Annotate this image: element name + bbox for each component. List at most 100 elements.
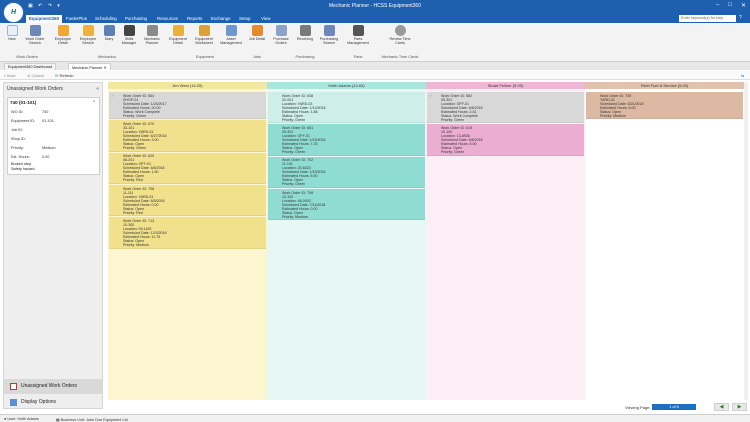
receiving-button[interactable]: Receiving <box>294 25 316 41</box>
help-icon[interactable]: ? <box>739 15 742 21</box>
close-icon[interactable]: ✕ <box>740 3 746 9</box>
unassigned-work-order-card[interactable]: 740 (01-101) ⌃ WO ID: 740 Equipment ID: … <box>7 97 100 175</box>
work-order-card[interactable]: Work Order ID: 651 09-301 Location: OFF-01… <box>268 124 425 156</box>
tab-reports[interactable]: Reports <box>187 16 203 21</box>
building-icon: ▦ <box>56 418 60 422</box>
maximize-icon[interactable]: □ <box>728 2 732 8</box>
business-unit: ▦ Business Unit: John Doe Equipment Ltd <box>56 418 128 422</box>
vertical-scrollbar[interactable] <box>744 82 748 400</box>
work-order-line: Estimated Hours: 0.00 <box>282 206 318 211</box>
work-order-line: Status: Open <box>123 174 144 179</box>
equipment-worksheet-button[interactable]: Equipment Worksheet <box>191 25 217 45</box>
work-order-line: Work Order ID: 713 <box>123 218 155 223</box>
display-options-icon <box>10 399 17 406</box>
tab-equipment360-dashboard[interactable]: Equipment360 Dashboard <box>4 63 57 70</box>
tab-fuelerplus[interactable]: FuelerPlus <box>66 16 87 21</box>
purchase-orders-button[interactable]: Purchase Orders <box>269 25 293 45</box>
work-order-line: Location: 46-0002 <box>282 198 311 203</box>
work-order-line: Status: Work Complete <box>441 113 478 118</box>
help-search-input[interactable]: Enter keyword(s) for help <box>679 15 736 22</box>
tab-resources[interactable]: Resources <box>157 16 178 21</box>
work-order-line: Scheduled Date: 1/15/2018 <box>282 170 326 175</box>
minimize-icon[interactable]: – <box>716 2 720 8</box>
work-order-line: Priority: Medium <box>600 113 626 118</box>
new-button[interactable]: New <box>4 25 20 41</box>
work-order-line: Status: Open <box>282 178 303 183</box>
work-order-line: Work Order ID: 629 <box>123 154 155 159</box>
quick-access-toolbar[interactable]: ▣ ↶ ↷ ▾ <box>28 3 62 9</box>
work-order-card[interactable]: Work Order ID: 615 10-100 Location: 13-893… <box>427 124 584 156</box>
window-controls: – □ ✕ <box>716 2 746 9</box>
tab-view[interactable]: View <box>261 16 271 21</box>
equipment-detail-button[interactable]: Equipment Detail <box>166 25 190 45</box>
work-order-line: Estimated Hours: 0.00 <box>123 202 159 207</box>
field-label: Est. Hours: <box>11 155 30 159</box>
employee-search-icon <box>82 25 94 36</box>
work-order-card[interactable]: Work Order ID: 702 11-101 Location: 20-602… <box>268 156 425 189</box>
group-label-mechanic-time-cards: Mechanic Time Cards <box>381 55 419 59</box>
mechanic-planner-button[interactable]: Mechanic Planner <box>141 25 163 45</box>
nav-display-options[interactable]: Display Options <box>4 395 102 410</box>
work-order-header: 740 (01-101) <box>10 100 37 105</box>
close-tab-icon[interactable]: ✕ <box>103 66 107 70</box>
mechanic-column-header: Keith Adams (14.63) <box>267 82 426 89</box>
work-order-line: Priority: Green <box>123 146 147 151</box>
work-order-line: Scheduled Date: 12/3/2018 <box>123 230 167 235</box>
parts-management-button[interactable]: Parts Management <box>345 25 371 45</box>
work-order-card[interactable]: Work Order ID: 713 10-300 Location: 09-118… <box>109 217 266 249</box>
work-order-card[interactable]: ✓ Work Order ID: 582 05-301 Location: OFF-0… <box>427 92 584 124</box>
group-label-equipment: Equipment <box>195 55 215 59</box>
purchasing-search-button[interactable]: Purchasing Search <box>317 25 341 45</box>
next-page-button[interactable]: ▶ <box>732 403 747 411</box>
group-label-work-orders: Work Orders <box>16 55 38 59</box>
work-order-line: Priority: Green <box>441 150 465 155</box>
work-order-card[interactable]: ✓ Work Order ID: 564 SHOP-01 Scheduled Date… <box>109 92 266 120</box>
field-value: 0.00 <box>42 155 50 159</box>
work-order-line: Location: 20-6024 <box>282 166 311 171</box>
work-order-line: Work Order ID: 651 <box>282 125 314 130</box>
app-logo[interactable]: H <box>3 2 24 23</box>
skills-manager-button[interactable]: Skills Manager <box>118 25 140 45</box>
tab-exchange[interactable]: Exchange <box>211 16 231 21</box>
work-order-card[interactable]: Work Order ID: 670 33-101 Location: YARD-0… <box>109 120 266 152</box>
tab-setup[interactable]: Setup <box>239 16 251 21</box>
job-detail-button[interactable]: Job Detail <box>248 25 266 41</box>
employee-detail-button[interactable]: Employee Detail <box>51 25 75 45</box>
viewing-page-label: Viewing Page: <box>625 405 651 410</box>
refresh-button[interactable]: ⟳ Refresh <box>55 73 74 78</box>
asset-management-button[interactable]: Asset Management <box>218 25 244 45</box>
mechanic-planner-board: Jim West (16.25) ✓ Work Order ID: 564 SHOP-… <box>108 82 744 400</box>
tab-purchasing[interactable]: Purchasing <box>125 16 147 21</box>
work-order-card[interactable]: Work Order ID: 708 11-111 Location: YARD-0… <box>109 185 266 217</box>
asset-management-icon <box>225 25 237 36</box>
work-order-line: Estimated Hours: 11.75 <box>123 235 161 240</box>
user-icon: ● <box>4 417 7 421</box>
work-order-card[interactable]: Work Order ID: 708 12-100 Location: 46-000… <box>268 189 425 221</box>
equipment-detail-icon <box>172 25 184 36</box>
diary-button[interactable]: Diary <box>101 25 117 41</box>
work-order-search-button[interactable]: Work Order Search <box>21 25 49 45</box>
tab-equipment360[interactable]: Equipment360 <box>26 15 63 23</box>
expand-icon[interactable]: ⇆ <box>741 73 745 78</box>
work-order-line: Estimated Hours: 7.25 <box>282 142 318 147</box>
work-order-line: Location: YARD-01 <box>123 194 154 199</box>
save-button[interactable]: ▪ Save <box>4 73 16 78</box>
work-order-card[interactable]: Work Order ID: 638 02-001 Location: YARD-0… <box>268 92 425 124</box>
work-order-line: Scheduled Date: 6/21/2018 <box>600 101 644 106</box>
work-order-line: Work Order ID: 615 <box>441 125 473 130</box>
employee-search-button[interactable]: Employee Search <box>76 25 100 45</box>
work-order-line: Scheduled Date: 6/8/2018 <box>123 166 165 171</box>
chevron-up-icon[interactable]: ⌃ <box>92 100 96 105</box>
review-time-cards-button[interactable]: Review Time Cards <box>388 25 412 45</box>
work-order-card[interactable]: Work Order ID: 629 08-201 Location: OFF-01… <box>109 152 266 184</box>
cancel-button[interactable]: ⊘ Cancel <box>27 73 44 78</box>
work-order-card[interactable]: Work Order ID: 739 YARD-01 Scheduled Date:… <box>586 92 743 120</box>
tab-mechanic-planner[interactable]: Mechanic Planner ✕ <box>68 63 111 70</box>
previous-page-button[interactable]: ◀ <box>714 403 729 411</box>
work-order-line: 33-101 <box>123 125 135 130</box>
collapse-panel-icon[interactable]: « <box>96 86 99 92</box>
nav-unassigned-work-orders[interactable]: Unassigned Work Orders <box>4 379 102 394</box>
tab-scheduling[interactable]: Scheduling <box>95 16 117 21</box>
work-order-line: Work Order ID: 564 <box>123 93 155 98</box>
work-order-line: Status: Open <box>282 113 303 118</box>
